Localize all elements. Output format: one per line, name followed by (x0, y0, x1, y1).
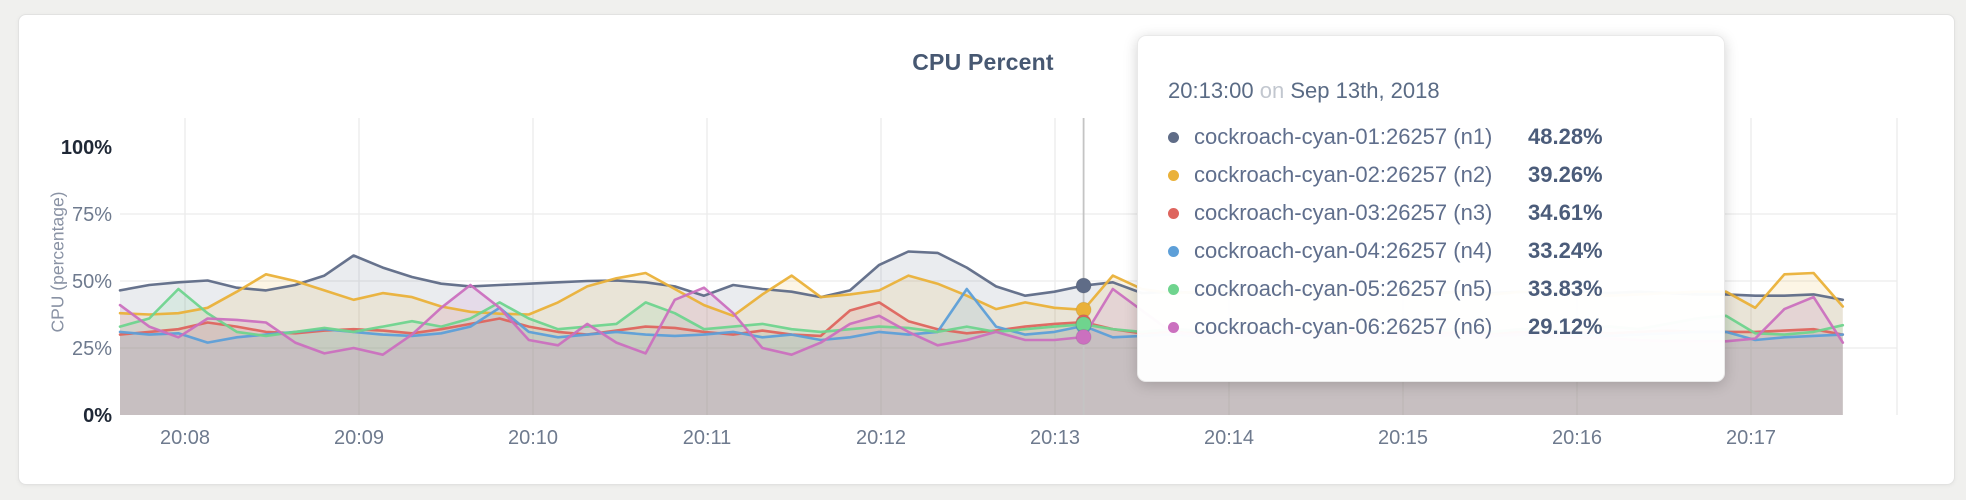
series-color-dot-icon (1168, 131, 1179, 143)
tooltip-series-value: 34.61% (1528, 200, 1603, 225)
tooltip-row: cockroach-cyan-03:26257 (n3) 34.61% (1168, 194, 1694, 232)
series-color-dot-icon (1168, 245, 1179, 257)
tooltip-header: 20:13:00 on Sep 13th, 2018 (1168, 76, 1694, 106)
series-color-dot-icon (1168, 283, 1179, 295)
tooltip-row: cockroach-cyan-05:26257 (n5) 33.83% (1168, 270, 1694, 308)
tooltip-series-name: cockroach-cyan-01:26257 (n1) (1194, 124, 1493, 149)
tooltip-row: cockroach-cyan-04:26257 (n4) 33.24% (1168, 232, 1694, 270)
tooltip-series-value: 33.83% (1528, 276, 1603, 301)
tooltip-series-name: cockroach-cyan-04:26257 (n4) (1194, 238, 1493, 263)
tooltip-time: 20:13:00 (1168, 78, 1254, 103)
tooltip-date: Sep 13th, 2018 (1290, 78, 1440, 103)
series-color-dot-icon (1168, 169, 1179, 181)
y-axis-title: CPU (percentage) (47, 191, 68, 333)
series-color-dot-icon (1168, 321, 1179, 333)
tooltip-series-name: cockroach-cyan-05:26257 (n5) (1194, 276, 1493, 301)
tooltip-series-name: cockroach-cyan-06:26257 (n6) (1194, 314, 1493, 339)
tooltip-series-name: cockroach-cyan-03:26257 (n3) (1194, 200, 1493, 225)
tooltip-series-name: cockroach-cyan-02:26257 (n2) (1194, 162, 1493, 187)
tooltip-row: cockroach-cyan-06:26257 (n6) 29.12% (1168, 308, 1694, 346)
tooltip-rows: cockroach-cyan-01:26257 (n1) 48.28% cockro… (1168, 118, 1694, 346)
tooltip-row: cockroach-cyan-01:26257 (n1) 48.28% (1168, 118, 1694, 156)
tooltip-series-value: 33.24% (1528, 238, 1603, 263)
tooltip-row: cockroach-cyan-02:26257 (n2) 39.26% (1168, 156, 1694, 194)
tooltip-on-label: on (1259, 78, 1285, 103)
chart-title: CPU Percent (912, 49, 1054, 75)
tooltip-series-value: 39.26% (1528, 162, 1603, 187)
chart-tooltip: 20:13:00 on Sep 13th, 2018 cockroach-cya… (1137, 35, 1725, 382)
tooltip-series-value: 29.12% (1528, 314, 1603, 339)
tooltip-series-value: 48.28% (1528, 124, 1603, 149)
series-color-dot-icon (1168, 207, 1179, 219)
